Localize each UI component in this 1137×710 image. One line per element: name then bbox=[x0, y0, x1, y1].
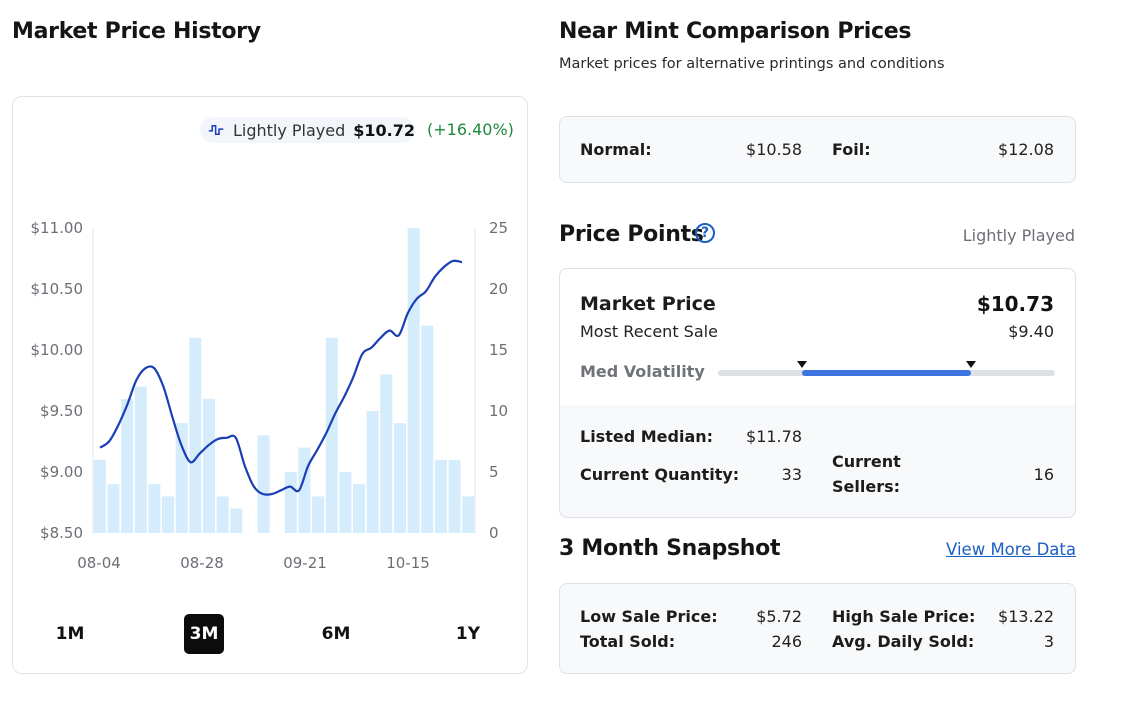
foil-price: $12.08 bbox=[998, 140, 1054, 159]
right-axis-tick-label: 20 bbox=[489, 280, 508, 298]
low-sale-label: Low Sale Price: bbox=[580, 607, 718, 626]
right-axis-ticks: 25 20 15 10 5 0 bbox=[489, 219, 508, 542]
high-sale-value: $13.22 bbox=[998, 607, 1054, 626]
range-1y-button[interactable]: 1Y bbox=[455, 624, 481, 644]
normal-price: $10.58 bbox=[746, 140, 802, 159]
volume-bar bbox=[434, 459, 447, 533]
volume-bar bbox=[148, 484, 161, 533]
volume-bars bbox=[93, 228, 475, 533]
x-axis-tick-label: 09-21 bbox=[283, 554, 327, 572]
comparison-title: Near Mint Comparison Prices bbox=[559, 19, 912, 44]
left-axis-tick-label: $9.00 bbox=[40, 463, 83, 481]
volume-bar bbox=[353, 484, 366, 533]
legend-condition-label: Lightly Played bbox=[232, 120, 346, 140]
current-sellers-label-line1: Current bbox=[832, 452, 901, 471]
volume-bar bbox=[366, 411, 379, 533]
foil-label: Foil: bbox=[832, 140, 871, 159]
market-price-history-title: Market Price History bbox=[12, 19, 261, 44]
volume-bar bbox=[462, 496, 475, 533]
line-chart-icon bbox=[208, 124, 224, 136]
market-price-label: Market Price bbox=[580, 293, 716, 315]
volume-bar bbox=[312, 496, 325, 533]
price-history-chart[interactable]: $11.00 $10.50 $10.00 $9.50 $9.00 $8.50 25 20 15… bbox=[20, 210, 520, 580]
volatility-label: Med Volatility bbox=[580, 362, 705, 381]
volume-bar bbox=[257, 435, 270, 533]
total-sold-label: Total Sold: bbox=[580, 632, 676, 651]
x-axis-tick-label: 08-04 bbox=[77, 554, 121, 572]
left-axis-tick-label: $10.00 bbox=[31, 341, 84, 359]
left-axis-tick-label: $9.50 bbox=[40, 402, 83, 420]
low-sale-value: $5.72 bbox=[756, 607, 802, 626]
listed-median-value: $11.78 bbox=[746, 427, 802, 446]
volatility-high-marker bbox=[965, 361, 976, 368]
avg-daily-sold-label: Avg. Daily Sold: bbox=[832, 632, 975, 651]
volume-bar bbox=[380, 374, 393, 533]
view-more-data-link[interactable]: View More Data bbox=[946, 540, 1076, 559]
price-points-card: Market Price $10.73 Most Recent Sale $9.… bbox=[559, 268, 1076, 518]
left-axis-ticks: $11.00 $10.50 $10.00 $9.50 $9.00 $8.50 bbox=[31, 219, 84, 542]
high-sale-label: High Sale Price: bbox=[832, 607, 976, 626]
current-quantity-label: Current Quantity: bbox=[580, 465, 740, 484]
current-sellers-label-line2: Sellers: bbox=[832, 477, 901, 496]
x-axis-tick-label: 08-28 bbox=[180, 554, 224, 572]
price-points-condition: Lightly Played bbox=[962, 226, 1075, 245]
volume-bar bbox=[93, 459, 106, 533]
price-line bbox=[99, 259, 463, 496]
left-axis-tick-label: $11.00 bbox=[31, 219, 84, 237]
volume-bar bbox=[216, 496, 229, 533]
volume-bar bbox=[393, 423, 406, 533]
volume-bar bbox=[230, 508, 243, 533]
legend-price-change: (+16.40%) bbox=[427, 120, 514, 139]
normal-label: Normal: bbox=[580, 140, 652, 159]
volume-bar bbox=[189, 337, 202, 533]
volume-bar bbox=[339, 472, 352, 533]
volume-bar bbox=[325, 337, 338, 533]
volume-bar bbox=[284, 472, 297, 533]
volume-bar bbox=[134, 386, 147, 533]
help-icon[interactable]: ? bbox=[695, 223, 715, 243]
range-3m-button[interactable]: 3M bbox=[184, 614, 224, 654]
price-points-top-section bbox=[560, 269, 1075, 405]
total-sold-value: 246 bbox=[771, 632, 802, 651]
x-axis-ticks: 08-04 08-28 09-21 10-15 bbox=[77, 554, 430, 572]
volume-bar bbox=[448, 459, 461, 533]
volume-bar bbox=[162, 496, 175, 533]
current-quantity-value: 33 bbox=[781, 465, 802, 484]
recent-sale-label: Most Recent Sale bbox=[580, 322, 718, 341]
right-axis-tick-label: 10 bbox=[489, 402, 508, 420]
market-price-value: $10.73 bbox=[976, 292, 1054, 316]
volatility-fill bbox=[802, 370, 971, 376]
price-points-title: Price Points bbox=[559, 222, 704, 247]
volatility-track bbox=[718, 361, 1055, 376]
range-1m-button[interactable]: 1M bbox=[55, 624, 85, 644]
right-axis-tick-label: 25 bbox=[489, 219, 508, 237]
volume-bar bbox=[121, 398, 134, 533]
chart-legend[interactable]: Lightly Played $10.72 bbox=[200, 117, 415, 143]
volume-bar bbox=[421, 325, 434, 533]
legend-price: $10.72 bbox=[353, 120, 415, 140]
volume-bar bbox=[407, 228, 420, 533]
snapshot-title: 3 Month Snapshot bbox=[559, 536, 781, 561]
volatility-low-marker bbox=[797, 361, 808, 368]
volume-bar bbox=[107, 484, 120, 533]
listed-median-label: Listed Median: bbox=[580, 427, 714, 446]
avg-daily-sold-value: 3 bbox=[1043, 632, 1054, 651]
range-6m-button[interactable]: 6M bbox=[321, 624, 351, 644]
price-history-chart-card bbox=[12, 96, 528, 674]
volume-bar bbox=[175, 423, 188, 533]
right-axis-tick-label: 5 bbox=[489, 463, 499, 481]
right-axis-tick-label: 15 bbox=[489, 341, 508, 359]
left-axis-tick-label: $8.50 bbox=[40, 524, 83, 542]
right-axis-tick-label: 0 bbox=[489, 524, 499, 542]
comparison-subtitle: Market prices for alternative printings … bbox=[559, 56, 945, 72]
x-axis-tick-label: 10-15 bbox=[386, 554, 430, 572]
current-sellers-value: 16 bbox=[1033, 465, 1054, 484]
volume-bar bbox=[202, 398, 215, 533]
snapshot-card: Low Sale Price: $5.72 High Sale Price: $… bbox=[559, 583, 1076, 674]
left-axis-tick-label: $10.50 bbox=[31, 280, 84, 298]
recent-sale-value: $9.40 bbox=[1008, 322, 1054, 341]
comparison-card: Normal: $10.58 Foil: $12.08 bbox=[559, 116, 1076, 183]
